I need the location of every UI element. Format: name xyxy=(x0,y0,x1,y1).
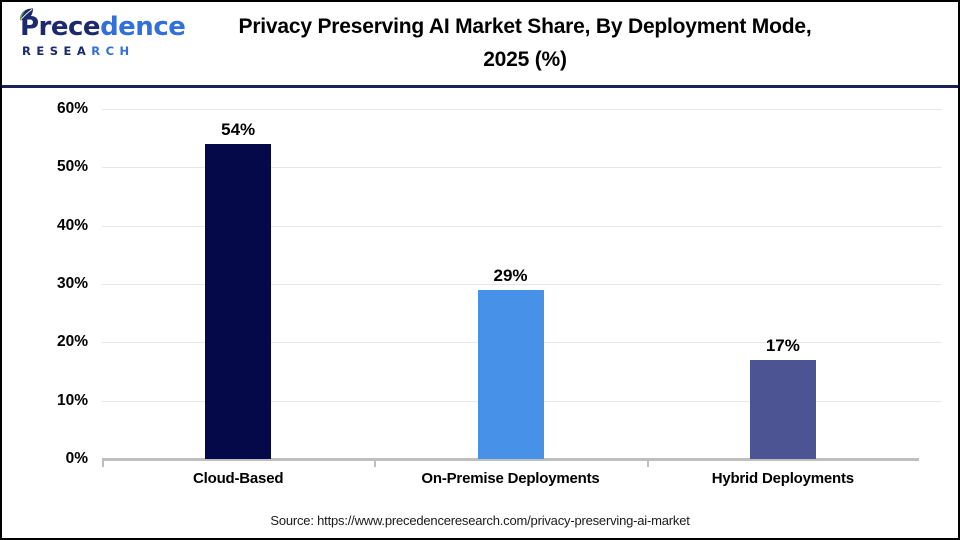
category-label-0: Cloud-Based xyxy=(193,470,284,487)
header: Precedence RESEARCH Privacy Preserving A… xyxy=(2,2,958,85)
bar-cloud-based xyxy=(205,144,272,459)
y-axis-label-10%: 10% xyxy=(56,391,88,409)
x-axis-line xyxy=(102,458,919,461)
gridline-30% xyxy=(102,284,942,285)
source-text: Source: https://www.precedenceresearch.c… xyxy=(270,513,690,528)
logo-subtitle: RESEARCH xyxy=(18,44,188,58)
header-divider xyxy=(2,85,958,88)
gridline-60% xyxy=(102,109,942,110)
bar-hybrid-deployments xyxy=(749,359,816,459)
logo-word-blue: dence xyxy=(100,12,186,42)
bar-value-label-2: 17% xyxy=(765,335,800,355)
x-axis-tick-1 xyxy=(374,461,376,467)
gridline-50% xyxy=(102,167,942,169)
gridline-40% xyxy=(102,225,942,227)
bar-value-label-1: 29% xyxy=(493,265,528,285)
logo-sub-dark: RESEA xyxy=(22,44,92,58)
y-axis-label-20%: 20% xyxy=(56,333,88,351)
y-axis-label-40%: 40% xyxy=(56,216,88,234)
category-label-2: Hybrid Deployments xyxy=(711,470,854,487)
leaf-icon xyxy=(20,8,33,21)
x-axis-tick-2 xyxy=(647,461,649,467)
title-line-1: Privacy Preserving AI Market Share, By D… xyxy=(238,15,812,38)
y-axis-label-0%: 0% xyxy=(65,450,88,467)
precedence-logo: Precedence RESEARCH xyxy=(18,8,188,58)
bar-value-label-0: 54% xyxy=(221,120,256,139)
y-axis-label-30%: 30% xyxy=(56,275,88,292)
title-line-2: 2025 (%) xyxy=(483,48,567,71)
bar-on-premise-deployments xyxy=(477,289,544,459)
logo-wordmark: Precedence xyxy=(18,8,188,42)
y-axis-label-60%: 60% xyxy=(56,100,88,117)
page-title: Privacy Preserving AI Market Share, By D… xyxy=(132,10,918,76)
logo-sub-blue: RCH xyxy=(91,44,135,58)
category-label-1: On-Premise Deployments xyxy=(421,470,600,487)
x-axis-tick-0 xyxy=(102,461,104,467)
y-axis-label-50%: 50% xyxy=(56,158,88,176)
logo-word-dark: Prece xyxy=(20,12,101,42)
